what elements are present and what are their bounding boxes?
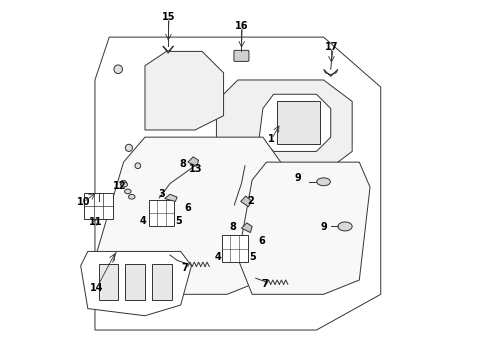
Ellipse shape [317,178,330,186]
Circle shape [125,144,132,152]
Text: 5: 5 [249,252,255,262]
Text: 3: 3 [159,189,166,199]
Circle shape [114,65,122,73]
Bar [152,264,172,300]
Text: 12: 12 [113,181,126,191]
Ellipse shape [124,189,131,194]
Polygon shape [165,194,177,202]
Text: 11: 11 [89,217,102,227]
Text: 10: 10 [77,197,90,207]
Text: 6: 6 [184,203,191,213]
Polygon shape [188,157,198,166]
Bar [277,102,320,144]
Text: 17: 17 [325,42,338,52]
Text: 16: 16 [235,21,249,31]
Polygon shape [238,162,370,294]
Bar [84,193,113,219]
Text: 9: 9 [294,173,301,183]
Ellipse shape [338,222,352,231]
Text: 1: 1 [269,134,275,144]
Bar [125,264,145,300]
Text: 8: 8 [229,222,236,232]
Bar [148,200,174,226]
Text: 5: 5 [175,216,182,226]
Text: 13: 13 [189,163,202,174]
Polygon shape [95,137,281,294]
Bar [98,264,118,300]
Text: 7: 7 [181,262,188,273]
Text: 4: 4 [140,216,147,226]
Text: 15: 15 [162,13,175,22]
Text: 7: 7 [261,279,268,289]
Text: 9: 9 [320,222,327,232]
Polygon shape [95,37,381,330]
Polygon shape [259,94,331,152]
Text: 6: 6 [259,236,266,246]
Ellipse shape [128,194,135,199]
Bar [222,235,247,262]
Text: 4: 4 [215,252,221,262]
Ellipse shape [121,182,127,187]
Circle shape [135,163,141,168]
Polygon shape [81,251,192,316]
Text: 2: 2 [247,197,254,206]
Circle shape [121,180,127,187]
Polygon shape [163,46,173,53]
Polygon shape [242,223,252,233]
Polygon shape [145,51,223,130]
Polygon shape [217,80,352,173]
Polygon shape [323,69,338,76]
Polygon shape [241,196,251,207]
Text: 8: 8 [179,159,186,169]
Text: 14: 14 [90,283,103,293]
FancyBboxPatch shape [234,50,249,62]
